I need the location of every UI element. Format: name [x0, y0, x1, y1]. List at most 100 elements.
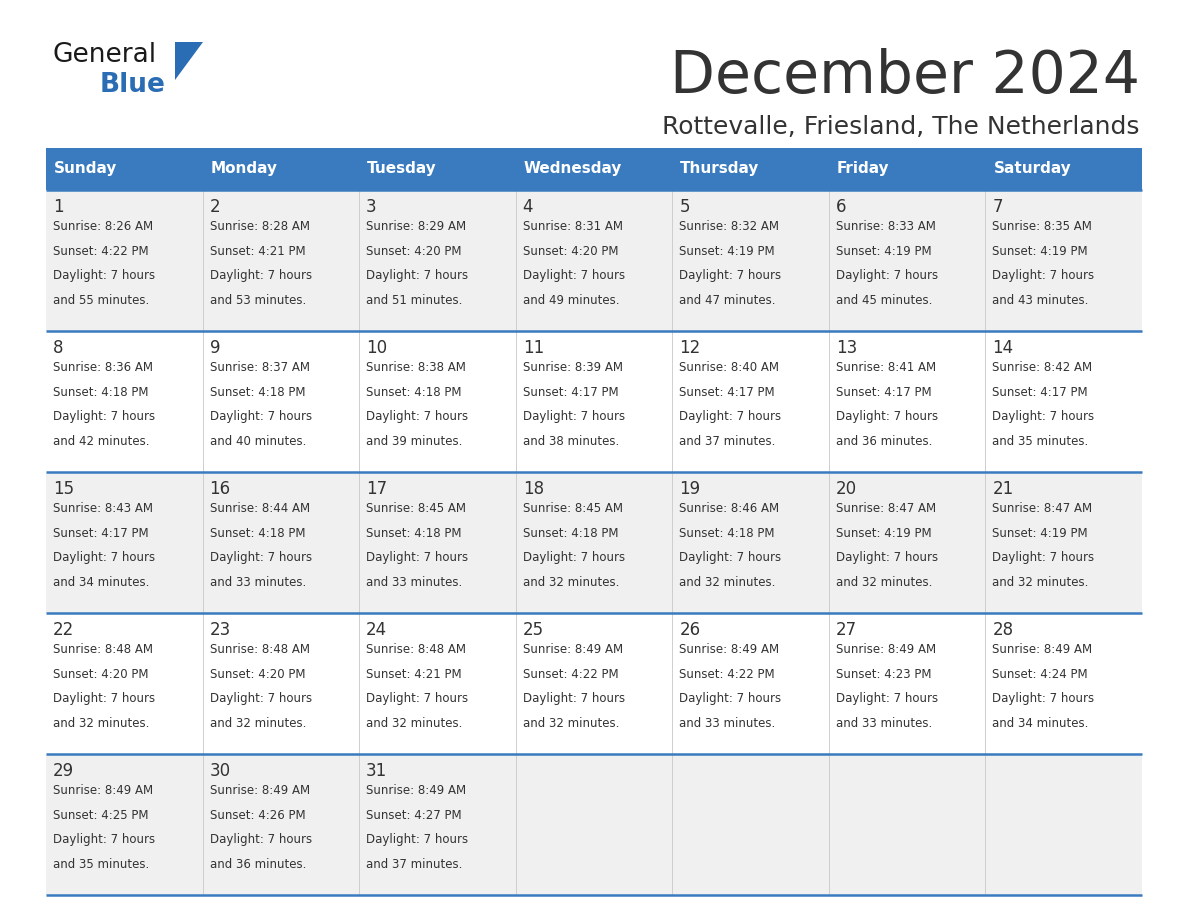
Bar	[46, 331, 1142, 472]
Text: Daylight: 7 hours: Daylight: 7 hours	[680, 269, 782, 283]
Text: Daylight: 7 hours: Daylight: 7 hours	[53, 269, 156, 283]
Text: Sunset: 4:18 PM: Sunset: 4:18 PM	[366, 386, 462, 398]
Text: 16: 16	[209, 480, 230, 498]
Text: 30: 30	[209, 762, 230, 780]
Bar	[46, 148, 1142, 190]
Text: Sunrise: 8:49 AM: Sunrise: 8:49 AM	[366, 784, 466, 797]
Text: Sunrise: 8:48 AM: Sunrise: 8:48 AM	[209, 643, 310, 656]
Text: Wednesday: Wednesday	[524, 162, 623, 176]
Text: Daylight: 7 hours: Daylight: 7 hours	[53, 692, 156, 705]
Text: Sunset: 4:18 PM: Sunset: 4:18 PM	[366, 527, 462, 540]
Bar	[46, 754, 1142, 895]
Text: 24: 24	[366, 621, 387, 639]
Text: Daylight: 7 hours: Daylight: 7 hours	[209, 269, 311, 283]
Text: Sunrise: 8:36 AM: Sunrise: 8:36 AM	[53, 361, 153, 374]
Text: Sunset: 4:18 PM: Sunset: 4:18 PM	[209, 386, 305, 398]
Text: Sunrise: 8:29 AM: Sunrise: 8:29 AM	[366, 220, 466, 233]
Text: Daylight: 7 hours: Daylight: 7 hours	[366, 692, 468, 705]
Text: and 34 minutes.: and 34 minutes.	[992, 717, 1089, 730]
Text: Friday: Friday	[836, 162, 890, 176]
Text: 28: 28	[992, 621, 1013, 639]
Text: Sunrise: 8:33 AM: Sunrise: 8:33 AM	[836, 220, 936, 233]
Text: Sunset: 4:17 PM: Sunset: 4:17 PM	[53, 527, 148, 540]
Text: Sunset: 4:23 PM: Sunset: 4:23 PM	[836, 667, 931, 680]
Text: 7: 7	[992, 198, 1003, 216]
Text: Daylight: 7 hours: Daylight: 7 hours	[366, 269, 468, 283]
Text: December 2024: December 2024	[670, 48, 1140, 105]
Text: 10: 10	[366, 339, 387, 357]
Text: Rottevalle, Friesland, The Netherlands: Rottevalle, Friesland, The Netherlands	[663, 115, 1140, 139]
Text: and 53 minutes.: and 53 minutes.	[209, 294, 305, 307]
Text: Sunset: 4:18 PM: Sunset: 4:18 PM	[680, 527, 775, 540]
Text: Sunset: 4:20 PM: Sunset: 4:20 PM	[209, 667, 305, 680]
Text: and 33 minutes.: and 33 minutes.	[366, 576, 462, 589]
Text: Daylight: 7 hours: Daylight: 7 hours	[366, 834, 468, 846]
Text: Sunrise: 8:49 AM: Sunrise: 8:49 AM	[680, 643, 779, 656]
Text: Sunrise: 8:49 AM: Sunrise: 8:49 AM	[523, 643, 623, 656]
Text: Daylight: 7 hours: Daylight: 7 hours	[836, 410, 939, 423]
Text: 17: 17	[366, 480, 387, 498]
Text: and 35 minutes.: and 35 minutes.	[992, 435, 1088, 448]
Text: Daylight: 7 hours: Daylight: 7 hours	[366, 552, 468, 565]
Text: Sunset: 4:24 PM: Sunset: 4:24 PM	[992, 667, 1088, 680]
Text: 31: 31	[366, 762, 387, 780]
Text: and 32 minutes.: and 32 minutes.	[523, 576, 619, 589]
Text: 21: 21	[992, 480, 1013, 498]
Text: Thursday: Thursday	[681, 162, 759, 176]
Text: Sunrise: 8:46 AM: Sunrise: 8:46 AM	[680, 502, 779, 515]
Text: Sunset: 4:20 PM: Sunset: 4:20 PM	[523, 245, 618, 258]
Text: Tuesday: Tuesday	[367, 162, 437, 176]
Text: and 38 minutes.: and 38 minutes.	[523, 435, 619, 448]
Text: Blue: Blue	[100, 72, 166, 98]
Text: Sunrise: 8:44 AM: Sunrise: 8:44 AM	[209, 502, 310, 515]
Text: Daylight: 7 hours: Daylight: 7 hours	[209, 834, 311, 846]
Text: 23: 23	[209, 621, 230, 639]
Text: Sunset: 4:18 PM: Sunset: 4:18 PM	[209, 527, 305, 540]
Text: 4: 4	[523, 198, 533, 216]
Text: Sunrise: 8:47 AM: Sunrise: 8:47 AM	[992, 502, 1093, 515]
Text: and 36 minutes.: and 36 minutes.	[209, 858, 307, 871]
Text: 11: 11	[523, 339, 544, 357]
Text: Daylight: 7 hours: Daylight: 7 hours	[209, 552, 311, 565]
Text: Sunset: 4:19 PM: Sunset: 4:19 PM	[836, 245, 931, 258]
Text: Daylight: 7 hours: Daylight: 7 hours	[53, 552, 156, 565]
Text: Sunrise: 8:48 AM: Sunrise: 8:48 AM	[53, 643, 153, 656]
Text: Sunrise: 8:31 AM: Sunrise: 8:31 AM	[523, 220, 623, 233]
Text: 19: 19	[680, 480, 701, 498]
Text: 6: 6	[836, 198, 846, 216]
Text: and 47 minutes.: and 47 minutes.	[680, 294, 776, 307]
Text: Sunrise: 8:42 AM: Sunrise: 8:42 AM	[992, 361, 1093, 374]
Text: 18: 18	[523, 480, 544, 498]
Text: Sunset: 4:25 PM: Sunset: 4:25 PM	[53, 809, 148, 822]
Text: Sunset: 4:19 PM: Sunset: 4:19 PM	[992, 527, 1088, 540]
Text: Sunrise: 8:43 AM: Sunrise: 8:43 AM	[53, 502, 153, 515]
Text: Daylight: 7 hours: Daylight: 7 hours	[680, 692, 782, 705]
Text: and 45 minutes.: and 45 minutes.	[836, 294, 933, 307]
Text: and 32 minutes.: and 32 minutes.	[53, 717, 150, 730]
Text: Sunset: 4:26 PM: Sunset: 4:26 PM	[209, 809, 305, 822]
Text: and 42 minutes.: and 42 minutes.	[53, 435, 150, 448]
Text: Sunrise: 8:39 AM: Sunrise: 8:39 AM	[523, 361, 623, 374]
Bar	[46, 613, 1142, 754]
Text: Daylight: 7 hours: Daylight: 7 hours	[992, 269, 1094, 283]
Text: Sunset: 4:27 PM: Sunset: 4:27 PM	[366, 809, 462, 822]
Polygon shape	[175, 42, 203, 80]
Text: 1: 1	[53, 198, 64, 216]
Text: 3: 3	[366, 198, 377, 216]
Text: and 40 minutes.: and 40 minutes.	[209, 435, 307, 448]
Text: and 33 minutes.: and 33 minutes.	[836, 717, 933, 730]
Text: Daylight: 7 hours: Daylight: 7 hours	[836, 692, 939, 705]
Text: Sunset: 4:19 PM: Sunset: 4:19 PM	[992, 245, 1088, 258]
Text: Daylight: 7 hours: Daylight: 7 hours	[209, 410, 311, 423]
Text: 9: 9	[209, 339, 220, 357]
Text: Saturday: Saturday	[993, 162, 1072, 176]
Text: 29: 29	[53, 762, 74, 780]
Text: Daylight: 7 hours: Daylight: 7 hours	[366, 410, 468, 423]
Text: Sunrise: 8:49 AM: Sunrise: 8:49 AM	[836, 643, 936, 656]
Text: Sunrise: 8:48 AM: Sunrise: 8:48 AM	[366, 643, 466, 656]
Text: and 55 minutes.: and 55 minutes.	[53, 294, 150, 307]
Text: Daylight: 7 hours: Daylight: 7 hours	[680, 410, 782, 423]
Bar	[46, 190, 1142, 331]
Text: Sunset: 4:22 PM: Sunset: 4:22 PM	[53, 245, 148, 258]
Text: Sunset: 4:19 PM: Sunset: 4:19 PM	[836, 527, 931, 540]
